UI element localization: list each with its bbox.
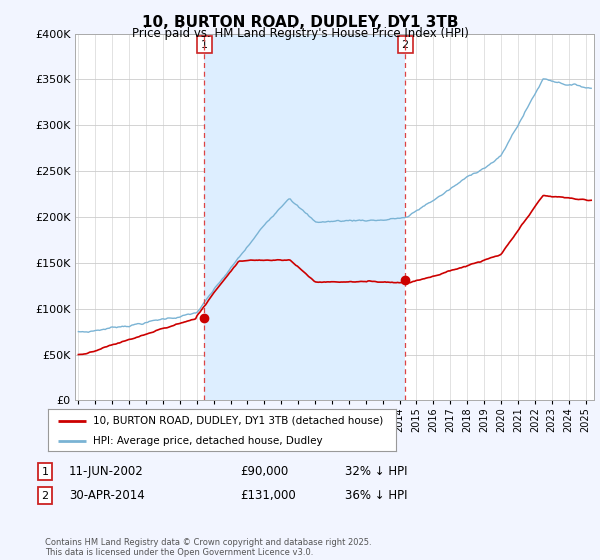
Text: 1: 1	[200, 40, 208, 50]
Text: 11-JUN-2002: 11-JUN-2002	[69, 465, 144, 478]
Text: Price paid vs. HM Land Registry's House Price Index (HPI): Price paid vs. HM Land Registry's House …	[131, 27, 469, 40]
Text: 1: 1	[41, 466, 49, 477]
Text: 32% ↓ HPI: 32% ↓ HPI	[345, 465, 407, 478]
Bar	[204, 34, 405, 400]
Text: HPI: Average price, detached house, Dudley: HPI: Average price, detached house, Dudl…	[93, 436, 323, 446]
Text: 2: 2	[401, 40, 409, 50]
Text: £131,000: £131,000	[240, 489, 296, 502]
Text: 10, BURTON ROAD, DUDLEY, DY1 3TB: 10, BURTON ROAD, DUDLEY, DY1 3TB	[142, 15, 458, 30]
Text: 30-APR-2014: 30-APR-2014	[69, 489, 145, 502]
Text: 10, BURTON ROAD, DUDLEY, DY1 3TB (detached house): 10, BURTON ROAD, DUDLEY, DY1 3TB (detach…	[93, 416, 383, 426]
Text: Contains HM Land Registry data © Crown copyright and database right 2025.
This d: Contains HM Land Registry data © Crown c…	[45, 538, 371, 557]
Text: 36% ↓ HPI: 36% ↓ HPI	[345, 489, 407, 502]
Text: 2: 2	[41, 491, 49, 501]
Text: £90,000: £90,000	[240, 465, 288, 478]
